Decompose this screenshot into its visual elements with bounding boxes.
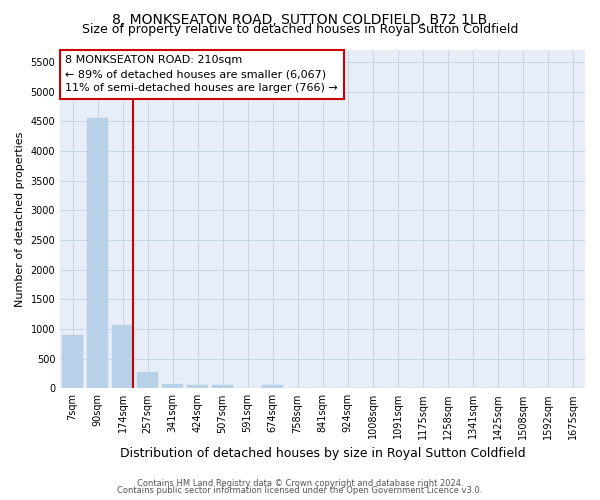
X-axis label: Distribution of detached houses by size in Royal Sutton Coldfield: Distribution of detached houses by size … xyxy=(120,447,526,460)
Bar xyxy=(137,372,158,388)
Bar xyxy=(162,384,183,388)
Bar xyxy=(87,118,108,388)
Bar xyxy=(112,326,133,388)
Y-axis label: Number of detached properties: Number of detached properties xyxy=(15,132,25,307)
Text: 8 MONKSEATON ROAD: 210sqm
← 89% of detached houses are smaller (6,067)
11% of se: 8 MONKSEATON ROAD: 210sqm ← 89% of detac… xyxy=(65,55,338,93)
Text: Contains HM Land Registry data © Crown copyright and database right 2024.: Contains HM Land Registry data © Crown c… xyxy=(137,478,463,488)
Text: 8, MONKSEATON ROAD, SUTTON COLDFIELD, B72 1LB: 8, MONKSEATON ROAD, SUTTON COLDFIELD, B7… xyxy=(112,12,488,26)
Bar xyxy=(212,386,233,388)
Bar xyxy=(262,384,283,388)
Text: Size of property relative to detached houses in Royal Sutton Coldfield: Size of property relative to detached ho… xyxy=(82,22,518,36)
Text: Contains public sector information licensed under the Open Government Licence v3: Contains public sector information licen… xyxy=(118,486,482,495)
Bar xyxy=(187,384,208,388)
Bar xyxy=(62,335,83,388)
